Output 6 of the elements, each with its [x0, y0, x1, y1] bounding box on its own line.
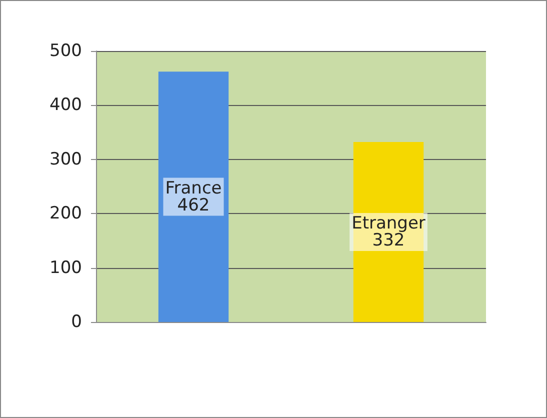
y-tick-label: 100: [50, 258, 82, 278]
y-tick-label: 300: [50, 149, 82, 170]
y-tick-label: 200: [50, 204, 82, 224]
y-tick-label: 500: [50, 41, 82, 61]
y-tick-label: 400: [50, 95, 82, 116]
y-tick-label: 0: [71, 312, 82, 332]
